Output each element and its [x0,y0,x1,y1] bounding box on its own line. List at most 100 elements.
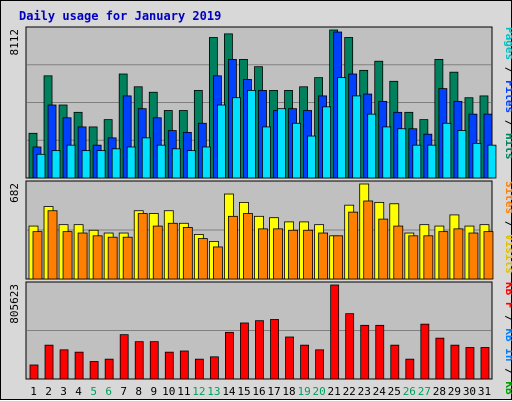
legend-entry: KB In [503,328,512,361]
bar-pages [247,90,256,179]
x-tick-label: 14 [222,385,236,398]
bar-sites [363,200,374,280]
bar-kb-f [149,341,159,380]
bar-kb-f [345,313,355,380]
bar-sites [107,236,118,280]
legend-entry: KB Out [503,381,512,401]
bar-pages [36,153,46,179]
x-tick-label: 15 [237,385,250,398]
bar-pages [156,144,166,179]
bar-sites [303,229,313,280]
bar-sites [258,228,268,280]
x-tick-label: 10 [162,385,175,398]
bar-pages [322,106,332,179]
bar-sites [212,246,223,280]
bar-pages [352,95,362,179]
bar-kb-f [480,347,490,380]
bar-kb-f [390,344,400,380]
bar-kb-f [330,284,340,380]
x-tick-label: 24 [373,385,387,398]
bar-sites [483,231,494,280]
bar-kb-f [375,324,385,380]
x-tick-label: 17 [267,385,280,398]
y-max-label: 8112 [8,29,21,56]
x-tick-label: 8 [135,385,142,398]
bar-sites [182,227,193,280]
bar-kb-f [209,356,219,380]
x-tick-label: 13 [207,385,220,398]
x-tick-label: 19 [297,385,310,398]
bar-pages [186,150,196,179]
bar-sites [62,231,73,280]
bar-pages [201,146,211,179]
x-tick-label: 9 [150,385,157,398]
legend-entry: / [503,214,512,234]
legend-panel3: KB F / KB In / KB Out [503,282,512,401]
bar-pages [397,128,407,179]
bar-sites [197,238,208,280]
bar-pages [277,108,286,179]
bar-pages [337,77,347,179]
bar-pages [171,148,181,179]
legend-entry: KB F [503,282,512,309]
bar-sites [378,218,389,280]
bar-sites [453,228,464,280]
x-tick-label: 5 [90,385,97,398]
x-tick-label: 1 [30,385,37,398]
legend-entry: Sites [503,181,512,214]
x-tick-label: 11 [177,385,190,398]
chart-title: Daily usage for January 2019 [19,9,221,23]
bar-sites [393,225,404,280]
bar-kb-f [74,351,84,380]
x-tick-label: 28 [433,385,446,398]
bar-kb-f [360,324,370,380]
legend-entry: Visits [503,234,512,274]
bar-pages [292,122,301,179]
x-tick-label: 3 [60,385,67,398]
bar-sites [137,213,148,280]
bar-kb-f [285,336,294,380]
bar-sites [423,235,434,280]
bar-kb-f [44,344,54,380]
bar-kb-f [225,331,234,380]
bar-pages [412,144,422,179]
x-tick-label: 27 [418,385,431,398]
bar-pages [382,126,392,179]
x-tick-label: 26 [403,385,416,398]
legend-entry: / [503,362,512,382]
bar-kb-f [420,323,430,380]
y-max-label: 682 [8,183,21,203]
bar-kb-f [435,337,445,380]
bar-pages [487,144,497,179]
bar-pages [126,146,136,179]
bar-pages [216,104,226,179]
bar-kb-f [59,349,69,380]
bar-sites [228,215,238,280]
x-tick-label: 12 [192,385,205,398]
bar-kb-f [405,358,415,380]
bar-pages [232,97,241,179]
bar-kb-f [134,341,144,380]
bar-kb-f [194,358,204,380]
bar-sites [318,232,329,280]
x-tick-label: 2 [45,385,52,398]
x-tick-label: 29 [448,385,461,398]
bar-sites [47,210,58,280]
bar-pages [472,142,482,179]
legend-entry: Files [503,80,512,113]
x-tick-label: 31 [478,385,491,398]
bar-sites [408,235,419,280]
bar-kb-f [465,347,475,380]
bar-kb-f [240,322,249,380]
bar-sites [348,211,359,280]
bar-pages [66,144,76,179]
bar-sites [468,232,479,280]
x-tick-label: 21 [328,385,341,398]
bar-sites [438,231,449,280]
bar-pages [307,135,316,179]
x-tick-label: 23 [358,385,371,398]
bar-sites [77,232,88,280]
bar-kb-f [104,358,114,380]
